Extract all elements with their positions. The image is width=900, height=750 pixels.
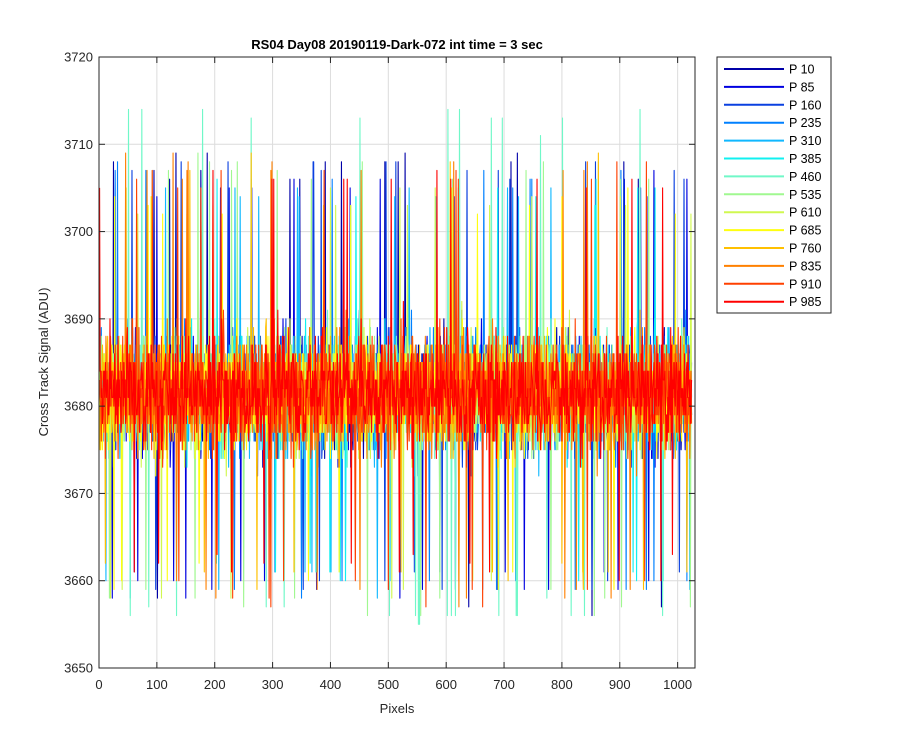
axis-tick-labels: 0 100 200 300 400 500 600 700 800 900 1000 3650 3660… xyxy=(64,50,692,693)
legend-label: P 385 xyxy=(789,152,821,166)
y-tick-label: 3670 xyxy=(64,486,93,501)
legend-label: P 610 xyxy=(789,206,821,220)
legend-label: P 235 xyxy=(789,116,821,130)
legend-label: P 835 xyxy=(789,259,821,273)
axis-ticks xyxy=(98,56,695,669)
x-tick-label: 900 xyxy=(609,677,631,692)
x-tick-label: 1000 xyxy=(663,677,692,692)
legend-label: P 85 xyxy=(789,80,815,94)
x-tick-label: 0 xyxy=(95,677,102,692)
series-layer xyxy=(99,108,693,625)
y-tick-label: 3660 xyxy=(64,573,93,588)
legend-label: P 10 xyxy=(789,63,815,77)
x-tick-label: 200 xyxy=(204,677,226,692)
x-tick-label: 700 xyxy=(493,677,515,692)
x-axis-label: Pixels xyxy=(380,701,415,716)
legend-label: P 460 xyxy=(789,170,821,184)
y-tick-label: 3690 xyxy=(64,311,93,326)
legend-label: P 760 xyxy=(789,242,821,256)
x-tick-label: 800 xyxy=(551,677,573,692)
legend-label: P 685 xyxy=(789,224,821,238)
y-tick-label: 3700 xyxy=(64,224,93,239)
y-tick-label: 3710 xyxy=(64,137,93,152)
series-line xyxy=(99,161,693,608)
series-line xyxy=(99,169,693,582)
x-tick-label: 100 xyxy=(146,677,168,692)
x-tick-label: 500 xyxy=(377,677,399,692)
y-axis-label: Cross Track Signal (ADU) xyxy=(36,288,51,437)
y-tick-label: 3680 xyxy=(64,399,93,414)
legend: P 10 P 85 P 160 P 235 P 310 P 385 P 460 P 535 P … xyxy=(716,56,832,314)
legend-box xyxy=(716,56,832,314)
x-tick-label: 400 xyxy=(320,677,342,692)
legend-label: P 310 xyxy=(789,134,821,148)
legend-label: P 985 xyxy=(789,295,821,309)
legend-label: P 910 xyxy=(789,277,821,291)
y-tick-label: 3720 xyxy=(64,50,93,65)
axes-box xyxy=(98,56,696,669)
y-tick-label: 3650 xyxy=(64,661,93,676)
legend-label: P 535 xyxy=(789,188,821,202)
x-tick-label: 300 xyxy=(262,677,284,692)
chart-title: RS04 Day08 20190119-Dark-072 int time = … xyxy=(251,37,543,52)
x-tick-label: 600 xyxy=(435,677,457,692)
legend-label: P 160 xyxy=(789,98,821,112)
